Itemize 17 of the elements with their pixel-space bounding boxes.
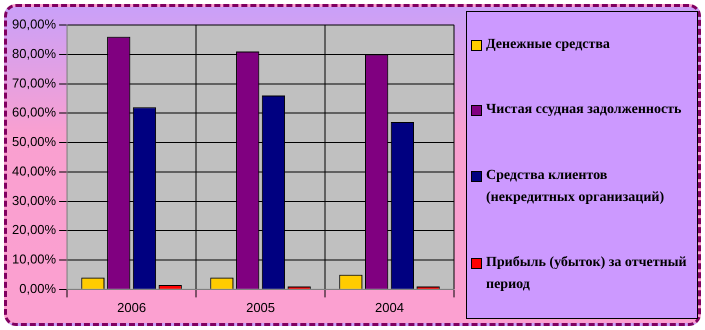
- x-tick-label: 2006: [117, 300, 146, 315]
- legend-label: Денежные средства: [486, 36, 610, 54]
- x-tick-label: 2005: [246, 300, 276, 315]
- y-tick-label: 60,00%: [12, 104, 57, 120]
- y-tick-label: 40,00%: [12, 163, 57, 178]
- legend-label: Прибыль (убыток) за отчетный период: [486, 254, 688, 294]
- x-tick-label: 2004: [375, 300, 404, 315]
- y-tick-label: 70,00%: [12, 75, 57, 90]
- y-tick-label: 90,00%: [12, 16, 57, 32]
- y-tick-label: 10,00%: [12, 252, 57, 267]
- y-tick-label: 50,00%: [12, 134, 57, 150]
- legend-label: Средства клиентов (некредитных организаций): [486, 166, 666, 207]
- y-tick-label: 0,00%: [19, 280, 57, 296]
- y-tick-label: 20,00%: [12, 222, 57, 238]
- legend-label: Чистая ссудная задолженность: [486, 101, 682, 120]
- y-tick-label: 80,00%: [12, 46, 57, 61]
- y-tick-label: 30,00%: [12, 192, 57, 208]
